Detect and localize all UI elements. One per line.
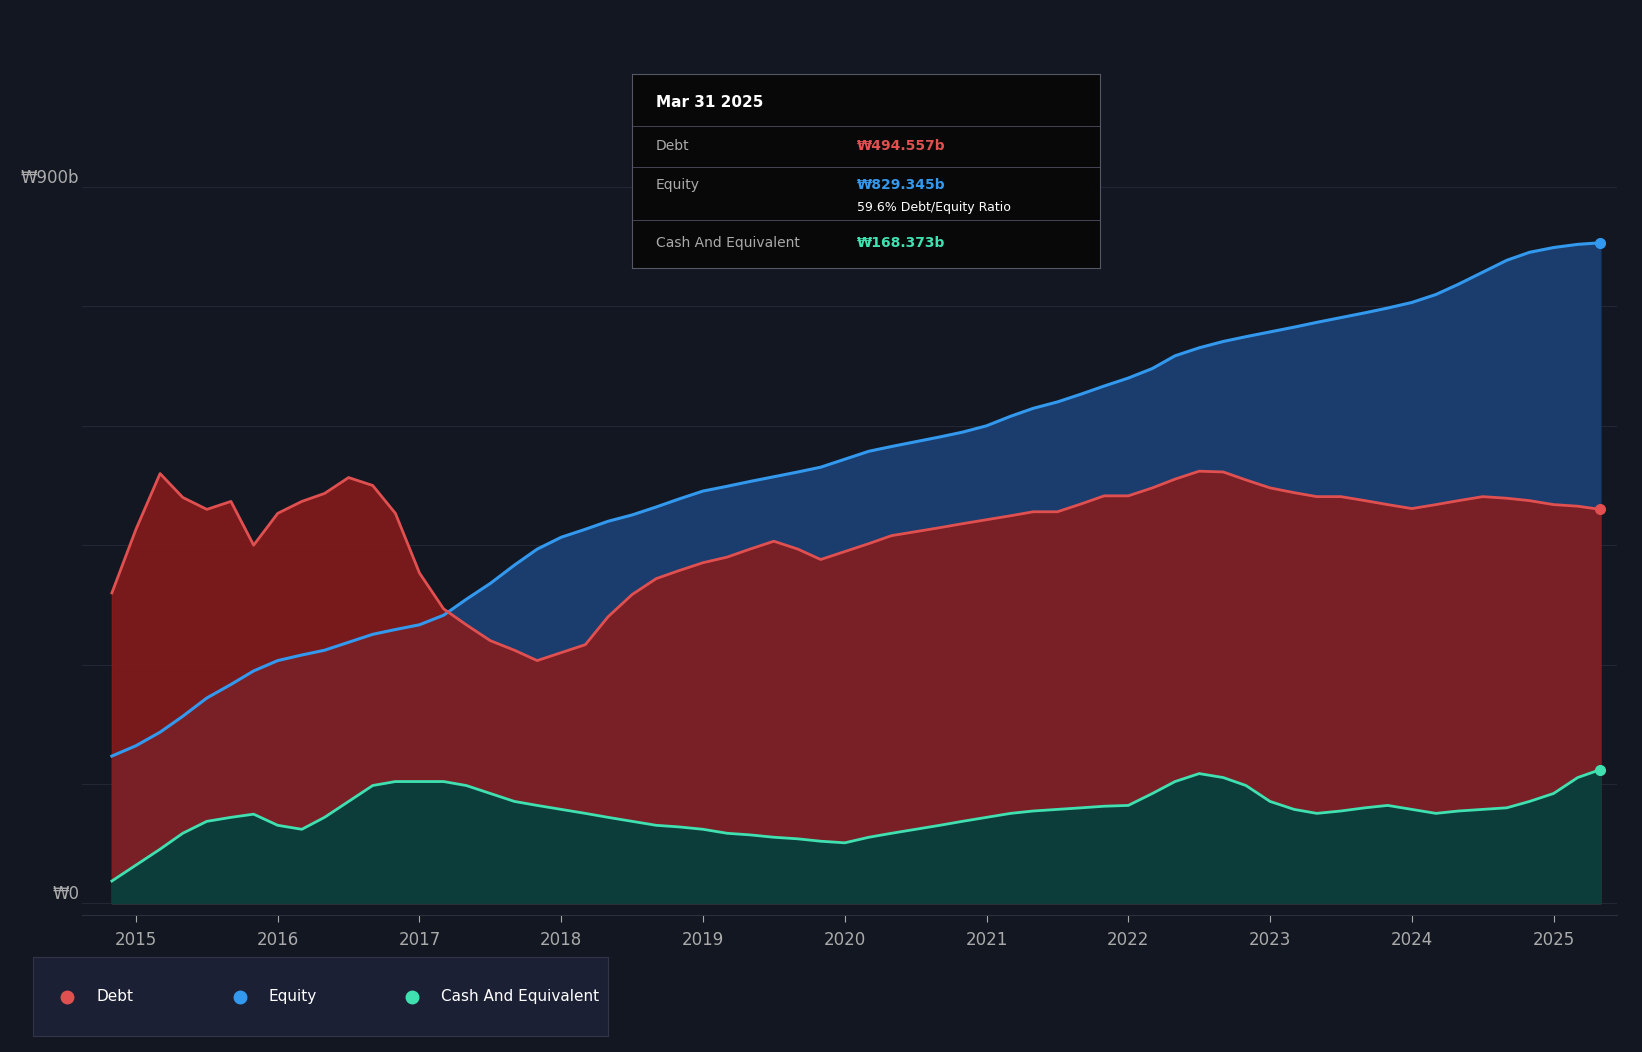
Text: Debt: Debt (655, 139, 690, 153)
Text: ₩829.345b: ₩829.345b (857, 178, 946, 191)
Text: ₩0: ₩0 (53, 886, 79, 904)
Text: Cash And Equivalent: Cash And Equivalent (655, 236, 800, 250)
Text: Cash And Equivalent: Cash And Equivalent (440, 989, 599, 1005)
Text: Equity: Equity (655, 178, 699, 191)
Text: ₩494.557b: ₩494.557b (857, 139, 946, 153)
Text: ₩168.373b: ₩168.373b (857, 236, 946, 250)
Text: Equity: Equity (268, 989, 317, 1005)
Text: Mar 31 2025: Mar 31 2025 (655, 95, 764, 110)
Text: 59.6% Debt/Equity Ratio: 59.6% Debt/Equity Ratio (857, 201, 1011, 215)
Text: ₩900b: ₩900b (21, 169, 79, 187)
Text: Debt: Debt (95, 989, 133, 1005)
